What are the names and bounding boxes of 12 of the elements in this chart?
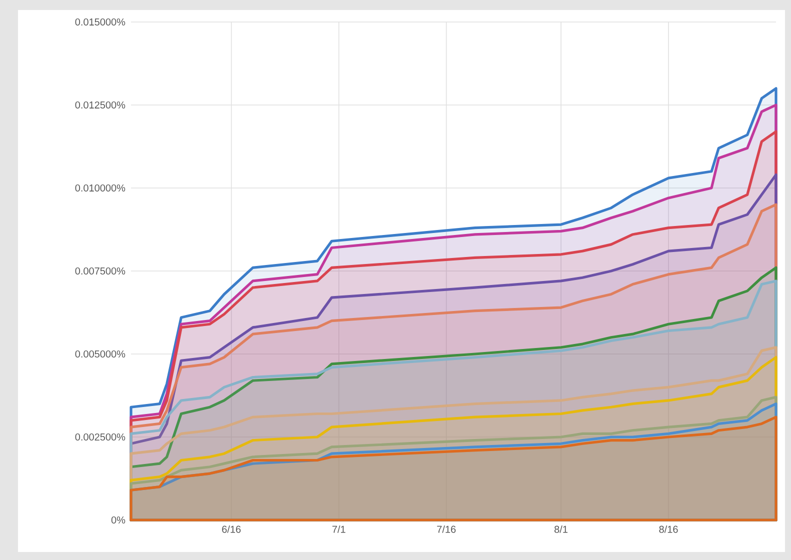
x-tick-label: 6/16 xyxy=(222,526,241,533)
x-tick-label: 7/1 xyxy=(332,526,346,533)
x-tick-label: 8/1 xyxy=(554,526,568,533)
y-tick-label: 0.007500% xyxy=(75,267,126,275)
y-tick-label: 0.015000% xyxy=(75,18,126,26)
y-tick-label: 0.010000% xyxy=(75,184,126,192)
y-tick-label: 0.005000% xyxy=(75,350,126,358)
y-tick-label: 0.002500% xyxy=(75,433,126,441)
x-tick-label: 7/16 xyxy=(437,526,456,533)
y-tick-label: 0.012500% xyxy=(75,101,126,109)
y-tick-label: 0% xyxy=(111,516,126,524)
x-tick-label: 8/16 xyxy=(659,526,678,533)
